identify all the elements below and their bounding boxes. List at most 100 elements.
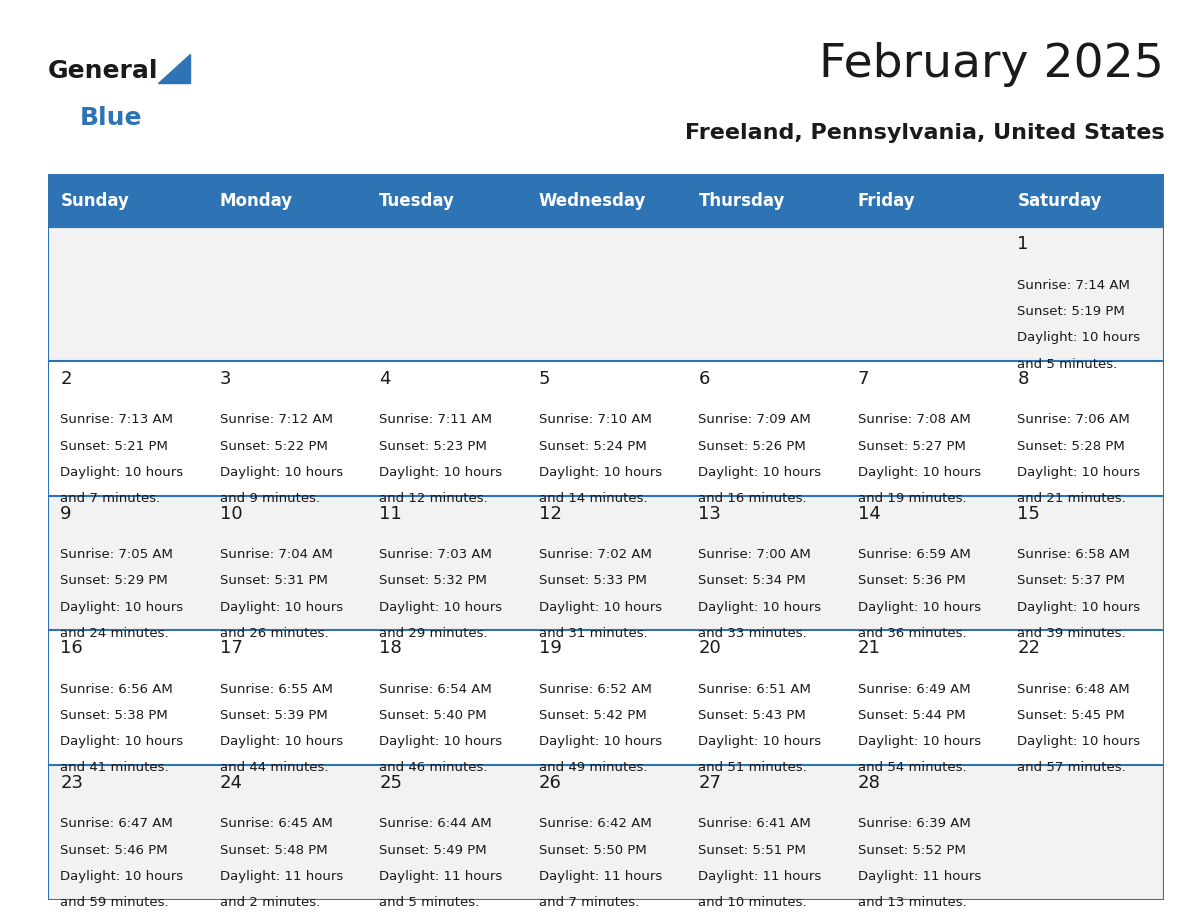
Text: Tuesday: Tuesday bbox=[379, 192, 455, 209]
Bar bbox=[207, 227, 367, 362]
Text: and 13 minutes.: and 13 minutes. bbox=[858, 896, 967, 909]
Text: Daylight: 10 hours: Daylight: 10 hours bbox=[539, 466, 662, 479]
Bar bbox=[685, 362, 845, 496]
Text: Sunrise: 7:00 AM: Sunrise: 7:00 AM bbox=[699, 548, 811, 561]
Text: Sunset: 5:51 PM: Sunset: 5:51 PM bbox=[699, 844, 807, 856]
Text: Sunrise: 6:41 AM: Sunrise: 6:41 AM bbox=[699, 817, 811, 830]
Text: 18: 18 bbox=[379, 639, 402, 657]
Text: and 26 minutes.: and 26 minutes. bbox=[220, 627, 328, 640]
Text: General: General bbox=[48, 60, 158, 84]
Bar bbox=[48, 362, 207, 496]
Text: Sunrise: 6:39 AM: Sunrise: 6:39 AM bbox=[858, 817, 971, 830]
Text: 14: 14 bbox=[858, 505, 880, 522]
Bar bbox=[526, 496, 685, 631]
Text: Thursday: Thursday bbox=[699, 192, 785, 209]
Text: Sunset: 5:50 PM: Sunset: 5:50 PM bbox=[539, 844, 646, 856]
Text: and 46 minutes.: and 46 minutes. bbox=[379, 761, 488, 775]
Text: Daylight: 10 hours: Daylight: 10 hours bbox=[539, 735, 662, 748]
Bar bbox=[845, 362, 1005, 496]
Text: Sunset: 5:48 PM: Sunset: 5:48 PM bbox=[220, 844, 328, 856]
Text: Sunset: 5:43 PM: Sunset: 5:43 PM bbox=[699, 709, 807, 722]
Bar bbox=[367, 362, 526, 496]
Text: 27: 27 bbox=[699, 774, 721, 791]
Text: Sunrise: 7:05 AM: Sunrise: 7:05 AM bbox=[61, 548, 173, 561]
Text: 25: 25 bbox=[379, 774, 403, 791]
Text: Daylight: 10 hours: Daylight: 10 hours bbox=[699, 600, 822, 613]
Bar bbox=[685, 496, 845, 631]
Text: Sunset: 5:42 PM: Sunset: 5:42 PM bbox=[539, 709, 646, 722]
Bar bbox=[1005, 631, 1164, 765]
Bar bbox=[526, 765, 685, 900]
Text: Sunset: 5:24 PM: Sunset: 5:24 PM bbox=[539, 440, 646, 453]
Text: Sunrise: 7:06 AM: Sunrise: 7:06 AM bbox=[1017, 413, 1130, 427]
Text: 1: 1 bbox=[1017, 235, 1029, 253]
Bar bbox=[48, 765, 207, 900]
Bar bbox=[845, 174, 1005, 227]
Bar bbox=[845, 765, 1005, 900]
Text: Sunrise: 6:55 AM: Sunrise: 6:55 AM bbox=[220, 683, 333, 696]
Text: Daylight: 10 hours: Daylight: 10 hours bbox=[858, 735, 981, 748]
Text: Sunrise: 7:09 AM: Sunrise: 7:09 AM bbox=[699, 413, 811, 427]
Text: Sunset: 5:37 PM: Sunset: 5:37 PM bbox=[1017, 575, 1125, 588]
Text: Sunset: 5:31 PM: Sunset: 5:31 PM bbox=[220, 575, 328, 588]
Text: Friday: Friday bbox=[858, 192, 916, 209]
Text: Daylight: 11 hours: Daylight: 11 hours bbox=[539, 869, 662, 883]
Text: and 36 minutes.: and 36 minutes. bbox=[858, 627, 967, 640]
Text: and 21 minutes.: and 21 minutes. bbox=[1017, 492, 1126, 505]
Bar bbox=[48, 496, 207, 631]
Text: Daylight: 10 hours: Daylight: 10 hours bbox=[1017, 466, 1140, 479]
Bar bbox=[207, 496, 367, 631]
Text: 4: 4 bbox=[379, 370, 391, 388]
Text: Sunset: 5:38 PM: Sunset: 5:38 PM bbox=[61, 709, 168, 722]
Text: Daylight: 10 hours: Daylight: 10 hours bbox=[61, 735, 183, 748]
Text: Daylight: 11 hours: Daylight: 11 hours bbox=[858, 869, 981, 883]
Text: Sunset: 5:29 PM: Sunset: 5:29 PM bbox=[61, 575, 168, 588]
Text: Sunrise: 6:44 AM: Sunrise: 6:44 AM bbox=[379, 817, 492, 830]
Text: 10: 10 bbox=[220, 505, 242, 522]
Text: Sunrise: 7:08 AM: Sunrise: 7:08 AM bbox=[858, 413, 971, 427]
Text: Daylight: 10 hours: Daylight: 10 hours bbox=[699, 735, 822, 748]
Text: 19: 19 bbox=[539, 639, 562, 657]
Bar bbox=[367, 174, 526, 227]
Text: and 19 minutes.: and 19 minutes. bbox=[858, 492, 967, 505]
Bar bbox=[48, 174, 207, 227]
Text: Sunrise: 6:59 AM: Sunrise: 6:59 AM bbox=[858, 548, 971, 561]
Text: and 14 minutes.: and 14 minutes. bbox=[539, 492, 647, 505]
Text: and 33 minutes.: and 33 minutes. bbox=[699, 627, 807, 640]
Bar bbox=[685, 174, 845, 227]
Text: and 49 minutes.: and 49 minutes. bbox=[539, 761, 647, 775]
Bar bbox=[845, 227, 1005, 362]
Text: Daylight: 10 hours: Daylight: 10 hours bbox=[220, 466, 343, 479]
Bar bbox=[685, 631, 845, 765]
Bar bbox=[367, 631, 526, 765]
Text: 12: 12 bbox=[539, 505, 562, 522]
Text: and 2 minutes.: and 2 minutes. bbox=[220, 896, 320, 909]
Text: Monday: Monday bbox=[220, 192, 293, 209]
Text: 13: 13 bbox=[699, 505, 721, 522]
Text: 6: 6 bbox=[699, 370, 709, 388]
Text: Sunrise: 7:10 AM: Sunrise: 7:10 AM bbox=[539, 413, 652, 427]
Text: Sunrise: 6:49 AM: Sunrise: 6:49 AM bbox=[858, 683, 971, 696]
Text: and 29 minutes.: and 29 minutes. bbox=[379, 627, 488, 640]
Text: and 24 minutes.: and 24 minutes. bbox=[61, 627, 169, 640]
Text: Sunset: 5:39 PM: Sunset: 5:39 PM bbox=[220, 709, 328, 722]
Text: 28: 28 bbox=[858, 774, 880, 791]
Text: Sunset: 5:34 PM: Sunset: 5:34 PM bbox=[699, 575, 807, 588]
Text: Sunrise: 6:45 AM: Sunrise: 6:45 AM bbox=[220, 817, 333, 830]
Text: 3: 3 bbox=[220, 370, 232, 388]
Text: Sunset: 5:36 PM: Sunset: 5:36 PM bbox=[858, 575, 966, 588]
Text: 8: 8 bbox=[1017, 370, 1029, 388]
Text: Sunrise: 6:58 AM: Sunrise: 6:58 AM bbox=[1017, 548, 1130, 561]
Text: and 5 minutes.: and 5 minutes. bbox=[379, 896, 480, 909]
Text: Sunset: 5:52 PM: Sunset: 5:52 PM bbox=[858, 844, 966, 856]
Text: Sunset: 5:46 PM: Sunset: 5:46 PM bbox=[61, 844, 168, 856]
Text: Sunset: 5:40 PM: Sunset: 5:40 PM bbox=[379, 709, 487, 722]
Text: Sunset: 5:45 PM: Sunset: 5:45 PM bbox=[1017, 709, 1125, 722]
Text: Daylight: 10 hours: Daylight: 10 hours bbox=[1017, 735, 1140, 748]
Bar bbox=[526, 174, 685, 227]
Text: Daylight: 10 hours: Daylight: 10 hours bbox=[379, 600, 503, 613]
Bar bbox=[685, 227, 845, 362]
Text: Sunrise: 7:13 AM: Sunrise: 7:13 AM bbox=[61, 413, 173, 427]
Text: Sunset: 5:32 PM: Sunset: 5:32 PM bbox=[379, 575, 487, 588]
Text: and 5 minutes.: and 5 minutes. bbox=[1017, 358, 1118, 371]
